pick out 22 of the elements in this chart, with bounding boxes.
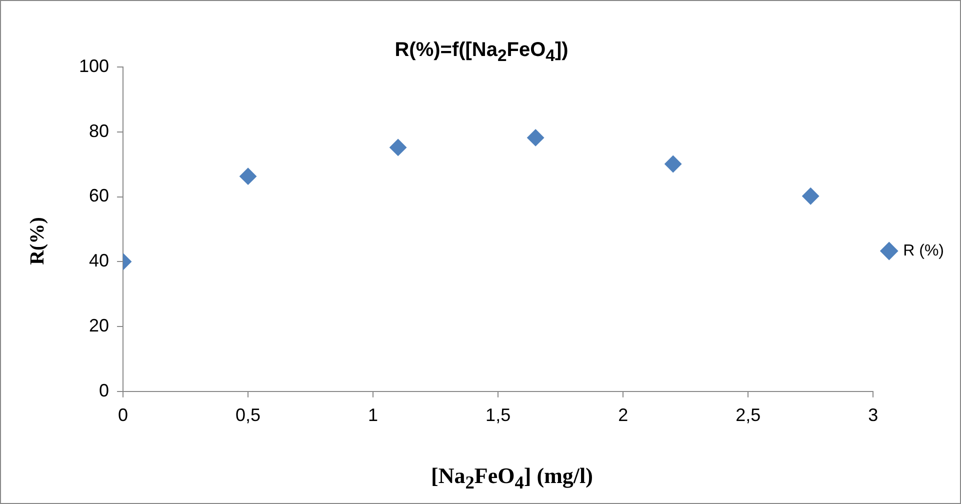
y-tick-label: 80 [89,120,110,141]
point [390,138,407,156]
point [664,155,682,172]
point [240,168,257,185]
chart-title: R(%)=f([Na$_{2}$FeO$_{4}$]) [394,39,568,65]
y-tick-label: 20 [89,315,110,336]
y-tick-label: 0 [99,380,110,400]
point [802,188,820,205]
x-tick-label: 1 [368,405,378,426]
y-axis-title: R(%) [26,217,50,265]
y-tick-label: 40 [89,250,110,271]
x-tick-label: 0,5 [236,405,261,426]
x-tick-label: 3 [868,405,878,426]
x-tick-label: 1,5 [486,405,511,426]
y-tick-label: 100 [78,56,110,76]
x-tick-label: 2 [618,405,628,426]
x-tick-label: 2,5 [736,405,761,426]
y-tick-label: 60 [89,186,110,206]
x-tick-label: 0 [118,405,128,426]
x-axis-title: [Na$_{2}$FeO$_{4}$] (mg/l) [430,463,594,494]
point [527,129,544,146]
legend-label: R (%) [903,242,944,260]
